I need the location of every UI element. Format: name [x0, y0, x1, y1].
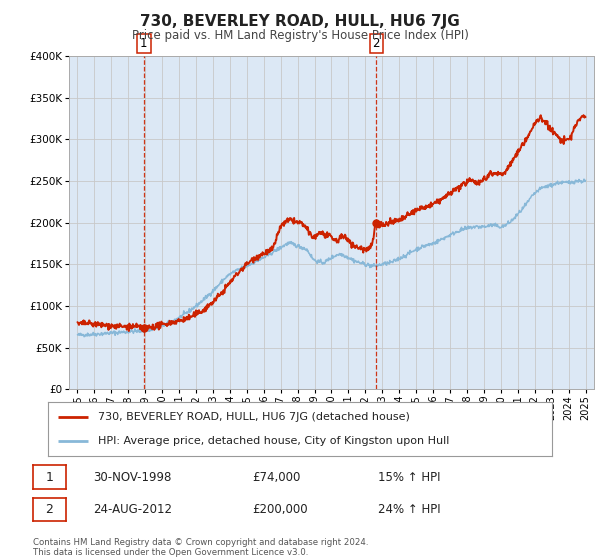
Text: £200,000: £200,000 [252, 503, 308, 516]
Text: HPI: Average price, detached house, City of Kingston upon Hull: HPI: Average price, detached house, City… [98, 436, 450, 446]
Text: 2: 2 [373, 38, 380, 50]
Text: Price paid vs. HM Land Registry's House Price Index (HPI): Price paid vs. HM Land Registry's House … [131, 29, 469, 42]
Text: £74,000: £74,000 [252, 470, 301, 484]
Text: 24% ↑ HPI: 24% ↑ HPI [378, 503, 440, 516]
Text: Contains HM Land Registry data © Crown copyright and database right 2024.
This d: Contains HM Land Registry data © Crown c… [33, 538, 368, 557]
Text: 730, BEVERLEY ROAD, HULL, HU6 7JG: 730, BEVERLEY ROAD, HULL, HU6 7JG [140, 14, 460, 29]
Text: 30-NOV-1998: 30-NOV-1998 [93, 470, 172, 484]
Text: 24-AUG-2012: 24-AUG-2012 [93, 503, 172, 516]
Text: 1: 1 [46, 470, 53, 484]
Text: 2: 2 [46, 503, 53, 516]
Text: 15% ↑ HPI: 15% ↑ HPI [378, 470, 440, 484]
Text: 730, BEVERLEY ROAD, HULL, HU6 7JG (detached house): 730, BEVERLEY ROAD, HULL, HU6 7JG (detac… [98, 412, 410, 422]
Text: 1: 1 [140, 38, 148, 50]
